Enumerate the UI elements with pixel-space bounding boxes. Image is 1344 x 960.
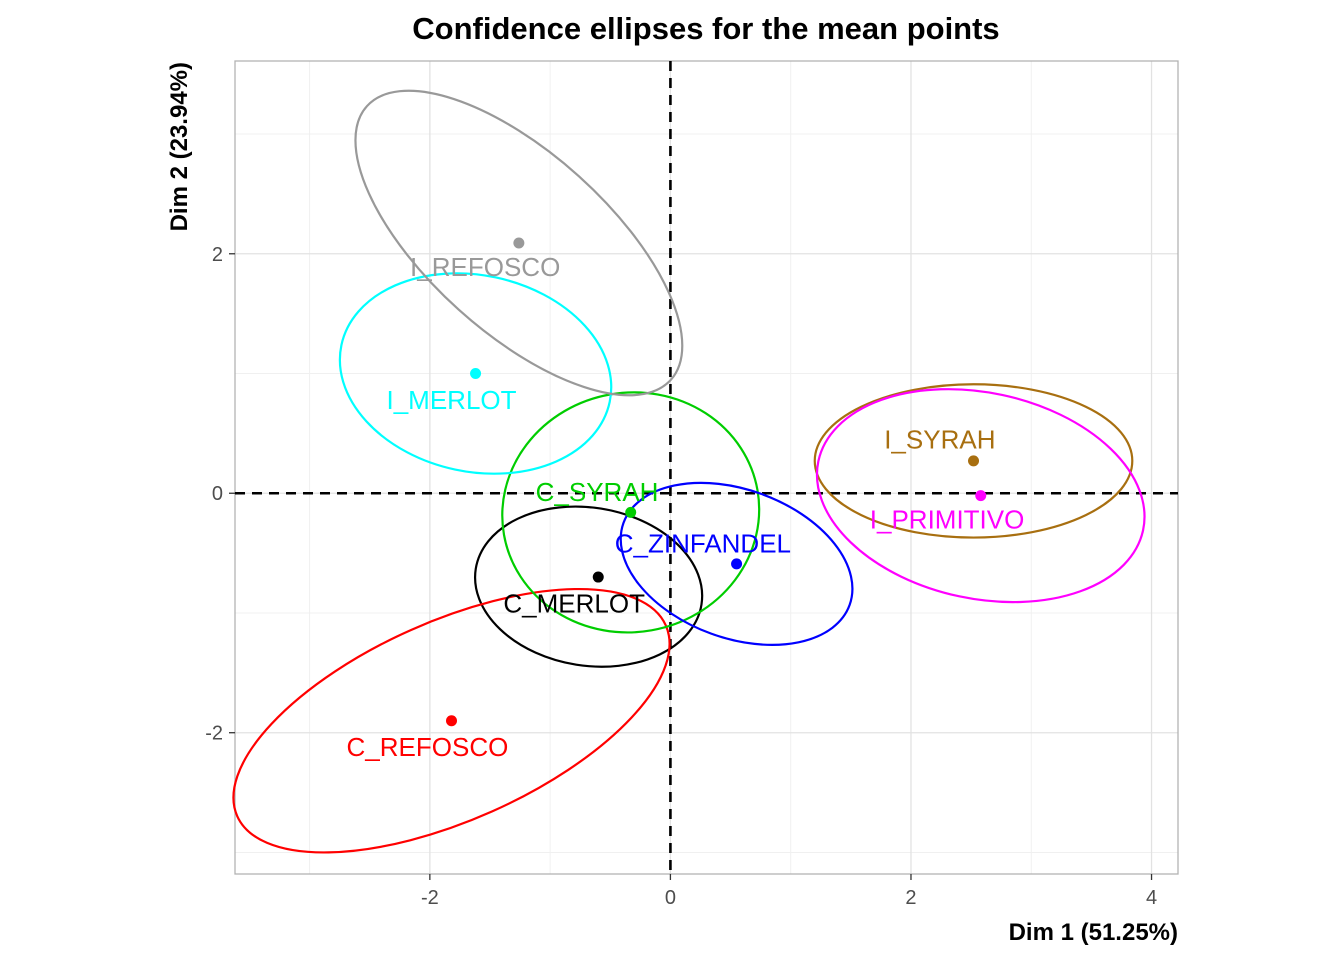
point-c-syrah <box>625 506 637 518</box>
x-tick-label: -2 <box>421 887 439 909</box>
label-i-refosco: I_REFOSCO <box>410 252 560 282</box>
label-i-syrah: I_SYRAH <box>884 424 995 454</box>
point-i-merlot <box>470 368 482 380</box>
x-tick-label: 4 <box>1146 887 1157 909</box>
y-axis-title: Dim 2 (23.94%) <box>166 62 193 231</box>
x-axis-title: Dim 1 (51.25%) <box>1009 919 1178 946</box>
mean-points <box>446 237 987 727</box>
ellipse-i-refosco <box>354 89 684 397</box>
label-i-primitivo: I_PRIMITIVO <box>870 505 1025 535</box>
point-c-refosco <box>446 715 458 727</box>
point-labels: C_MERLOT C_REFOSCO C_SYRAH C_ZINFANDEL I_MER… <box>347 252 1025 762</box>
point-c-merlot <box>592 571 604 583</box>
confidence-ellipses <box>232 89 1146 854</box>
ellipse-c-refosco <box>232 587 671 854</box>
x-tick-label: 0 <box>665 887 676 909</box>
x-tick-label: 2 <box>905 887 916 909</box>
ellipse-c-zinfandel <box>619 481 854 646</box>
label-i-merlot: I_MERLOT <box>386 385 516 415</box>
point-c-zinfandel <box>731 558 743 570</box>
y-tick-label: -2 <box>205 723 223 745</box>
ellipse-i-merlot <box>338 272 613 475</box>
label-c-zinfandel: C_ZINFANDEL <box>615 529 791 559</box>
label-c-syrah: C_SYRAH <box>536 477 659 507</box>
y-tick-label: 2 <box>212 244 223 266</box>
y-tick-label: 0 <box>212 483 223 505</box>
panel-border <box>234 60 1179 875</box>
ellipse-c-merlot <box>473 505 704 668</box>
point-i-primitivo <box>975 490 987 502</box>
ellipse-i-primitivo <box>815 388 1146 604</box>
point-i-syrah <box>968 455 980 467</box>
chart-title: Confidence ellipses for the mean points <box>412 11 999 46</box>
label-c-merlot: C_MERLOT <box>503 588 645 618</box>
ellipse-i-syrah <box>813 383 1134 539</box>
label-c-refosco: C_REFOSCO <box>347 732 509 762</box>
reference-lines <box>235 61 1178 874</box>
axis-ticks: -2 0 2 4 -2 0 2 <box>205 244 1157 909</box>
point-i-refosco <box>513 237 525 249</box>
